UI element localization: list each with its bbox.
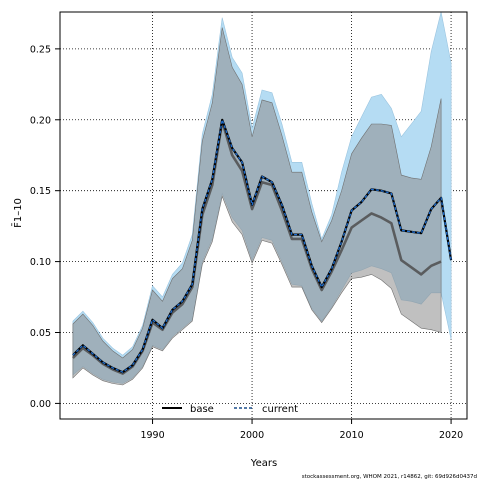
legend-base-label: base [190, 404, 214, 415]
series-lines [71, 118, 453, 375]
band-base [72, 27, 442, 386]
x-tick-label: 1990 [140, 430, 164, 441]
x-tick-label: 2000 [240, 430, 264, 441]
y-tick-label: 0.15 [30, 186, 51, 197]
legend: base current [162, 404, 298, 415]
y-tick-label: 0.00 [30, 399, 51, 410]
y-tick-label: 0.10 [30, 257, 51, 268]
x-tick-label: 2010 [339, 430, 363, 441]
x-axis-title: Years [250, 458, 277, 469]
y-tick-label: 0.20 [30, 115, 51, 126]
y-tick-label: 0.05 [30, 328, 51, 339]
line-current [72, 119, 452, 373]
y-axis-title: F̄1–10 [11, 198, 24, 228]
plot-frame [59, 11, 468, 420]
y-axis-title-text: F̄1–10 [11, 198, 24, 228]
footer-credit: stockassessment.org, WHOM 2021, r14862, … [302, 474, 477, 480]
axis-ticks: 1990 2000 2010 2020 0.00 0.05 0.10 0.15 0.20 0.25 [30, 44, 463, 441]
legend-current-label: current [262, 404, 298, 415]
confidence-bands [72, 11, 452, 386]
x-tick-label: 2020 [439, 430, 463, 441]
y-tick-label: 0.25 [30, 44, 51, 55]
